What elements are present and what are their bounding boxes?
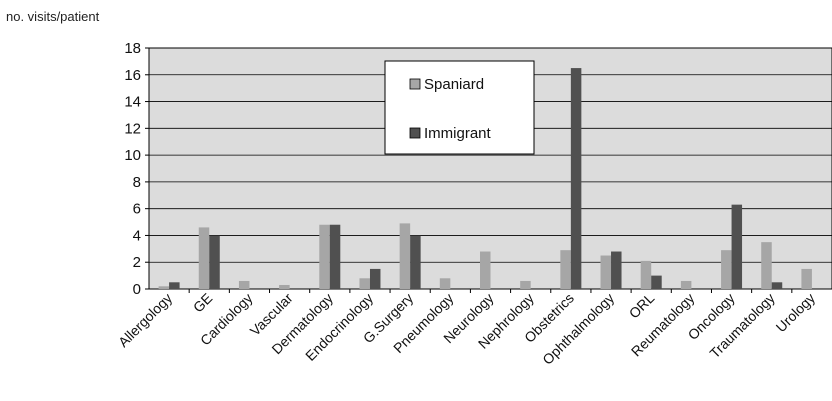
y-tick-label: 14	[124, 94, 141, 111]
bar-immigrant-ophthalmology	[611, 251, 622, 289]
legend-swatch-spaniard	[409, 78, 421, 90]
bar-spaniard-traumatology	[761, 242, 772, 289]
bar-spaniard-oncology	[721, 250, 732, 289]
y-tick-label: 6	[133, 201, 141, 218]
x-tick-label: Urology	[773, 290, 818, 335]
legend-label-spaniard: Spaniard	[424, 76, 484, 93]
bar-spaniard-vascular	[279, 284, 290, 289]
bar-spaniard-obstetrics	[560, 250, 571, 289]
bar-immigrant-allergology	[169, 282, 180, 289]
bar-immigrant-traumatology	[771, 282, 783, 289]
bar-immigrant-orl	[651, 275, 662, 289]
bar-spaniard-neurology	[480, 251, 491, 289]
y-tick-label: 2	[133, 254, 141, 271]
x-tick-label: Allergology	[115, 290, 175, 350]
bar-spaniard-allergology	[158, 286, 170, 289]
legend-label-immigrant: Immigrant	[424, 125, 492, 142]
bars	[158, 68, 812, 289]
bar-spaniard-urology	[801, 268, 812, 289]
y-tick-label: 8	[133, 174, 141, 191]
x-axis: Allergology GECardiologyVascularDermatolo…	[115, 289, 818, 368]
y-tick-label: 16	[124, 67, 141, 84]
bar-spaniard-endocrinology	[359, 278, 370, 289]
bar-spaniard-reumatology	[680, 280, 692, 289]
x-tick-label: GE	[190, 290, 216, 316]
bar-immigrant-obstetrics	[570, 68, 582, 289]
bar-spaniard-cardiology	[238, 280, 250, 289]
bar-spaniard-ge	[198, 227, 210, 289]
x-tick-label: ORL	[626, 290, 658, 322]
y-tick-label: 4	[133, 227, 141, 244]
bar-immigrant-g-surgery	[410, 235, 421, 289]
bar-spaniard-g-surgery	[399, 223, 411, 289]
bar-immigrant-dermatology	[329, 224, 341, 289]
x-tick-label: Ophthalmology	[539, 290, 617, 368]
bar-spaniard-nephrology	[520, 280, 531, 289]
bar-immigrant-endocrinology	[369, 268, 381, 289]
y-tick-label: 10	[124, 147, 141, 164]
legend-swatch-immigrant	[409, 127, 421, 139]
bar-immigrant-oncology	[731, 204, 743, 289]
legend-box	[384, 60, 535, 155]
bar-spaniard-pneumology	[439, 278, 451, 289]
y-tick-label: 18	[124, 40, 141, 57]
y-tick-label: 0	[133, 281, 141, 298]
bar-spaniard-ophthalmology	[600, 255, 612, 289]
y-tick-label: 12	[124, 120, 141, 137]
bar-immigrant-ge	[209, 235, 220, 289]
bar-spaniard-dermatology	[319, 224, 330, 289]
y-axis-title: no. visits/patient	[6, 9, 100, 24]
y-axis: 0 2 4 6 8 10 12 14 16 18	[124, 40, 149, 298]
plot-area	[148, 47, 832, 290]
legend: Spaniard Immigrant	[384, 60, 535, 155]
bar-spaniard-orl	[640, 260, 652, 289]
